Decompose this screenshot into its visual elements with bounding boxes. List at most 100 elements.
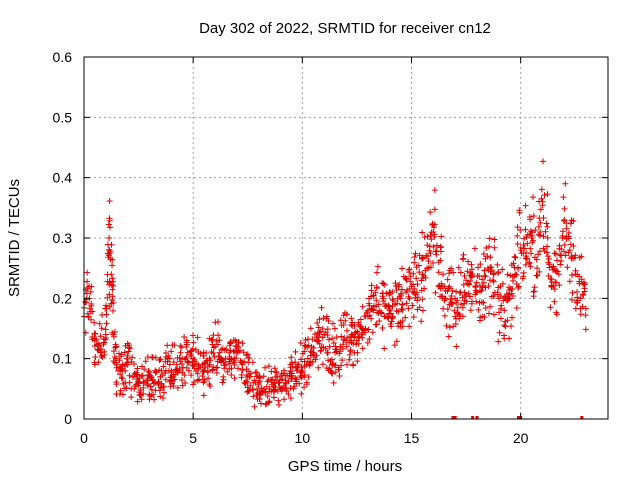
data-point-cloud: [504, 271, 511, 278]
data-point-cloud: [532, 227, 539, 234]
data-point-cloud: [346, 351, 353, 358]
data-point-cloud: [214, 364, 221, 371]
data-point-cloud: [453, 315, 460, 322]
data-point-cloud: [103, 320, 110, 327]
data-point-cloud: [244, 351, 251, 358]
data-point-cloud: [463, 291, 470, 298]
data-point-cloud: [490, 278, 497, 285]
data-point-cloud: [224, 368, 231, 375]
data-point-cloud: [411, 259, 418, 266]
data-point-cloud: [524, 240, 531, 247]
data-point-cloud: [249, 359, 256, 366]
data-point-cloud: [459, 294, 466, 301]
data-point-cloud: [298, 368, 305, 375]
data-point-cloud: [349, 332, 356, 339]
data-point: [561, 216, 568, 223]
baseline-point: [580, 416, 584, 419]
data-point-cloud: [370, 292, 377, 299]
data-point-cloud: [319, 361, 326, 368]
data-point-cloud: [459, 256, 466, 263]
data-point-cloud: [372, 289, 379, 296]
data-point-cloud: [430, 243, 437, 250]
data-point-cloud: [128, 394, 135, 401]
data-point-cloud: [240, 349, 247, 356]
data-point-cloud: [581, 288, 588, 295]
data-point-cloud: [151, 396, 158, 403]
data-point-cloud: [181, 333, 188, 340]
data-point-cloud: [563, 235, 570, 242]
data-point-cloud: [179, 382, 186, 389]
data-point-cloud: [96, 320, 103, 327]
data-point-cloud: [210, 350, 217, 357]
data-point-cloud: [556, 282, 563, 289]
data-point-cloud: [189, 361, 196, 368]
data-point-cloud: [162, 349, 169, 356]
data-point-cloud: [545, 272, 552, 279]
data-point: [304, 355, 311, 362]
data-point: [135, 379, 142, 386]
data-point-cloud: [403, 275, 410, 282]
data-point-cloud: [370, 302, 377, 309]
data-point-cloud: [516, 209, 523, 216]
data-point-cloud: [243, 352, 250, 359]
data-point-cloud: [526, 259, 533, 266]
data-point-cloud: [150, 376, 157, 383]
data-point-cloud: [289, 370, 296, 377]
data-point-cloud: [318, 344, 325, 351]
data-point-cloud: [522, 226, 529, 233]
data-point-cloud: [442, 287, 449, 294]
data-point-cloud: [174, 354, 181, 361]
data-point-cloud: [185, 359, 192, 366]
data-point-cloud: [302, 337, 309, 344]
data-point-cloud: [281, 396, 288, 403]
data-point-cloud: [293, 364, 300, 371]
data-point-cloud: [331, 325, 338, 332]
data-point-cloud: [448, 292, 455, 299]
data-point-cloud: [453, 299, 460, 306]
data-point-cloud: [363, 309, 370, 316]
data-point-cloud: [359, 345, 366, 352]
data-point-cloud: [329, 320, 336, 327]
data-point-cloud: [200, 379, 207, 386]
data-point-cloud: [582, 312, 589, 319]
data-point-cloud: [481, 272, 488, 279]
data-point-cloud: [497, 293, 504, 300]
data-point-cloud: [474, 272, 481, 279]
data-point-cloud: [185, 367, 192, 374]
data-point-cloud: [208, 337, 215, 344]
data-point-cloud: [170, 377, 177, 384]
data-point-cloud: [552, 279, 559, 286]
data-point-cloud: [209, 367, 216, 374]
data-point-cloud: [305, 374, 312, 381]
data-point-cloud: [194, 334, 201, 341]
data-point-cloud: [514, 232, 521, 239]
data-point-cloud: [84, 278, 91, 285]
data-point-cloud: [553, 311, 560, 318]
data-point-cloud: [264, 378, 271, 385]
data-point-cloud: [446, 283, 453, 290]
data-point-cloud: [110, 299, 117, 306]
data-point-cloud: [515, 265, 522, 272]
data-point-cloud: [373, 269, 380, 276]
data-point-cloud: [160, 383, 167, 390]
data-point-cloud: [117, 371, 124, 378]
data-point-cloud: [262, 401, 269, 408]
data-point-cloud: [406, 323, 413, 330]
data-point: [299, 367, 306, 374]
data-point: [506, 295, 513, 302]
data-point-cloud: [374, 263, 381, 270]
data-point-cloud: [431, 221, 438, 228]
data-point-cloud: [487, 254, 494, 261]
data-point-cloud: [506, 335, 513, 342]
data-point: [474, 289, 480, 296]
data-point-cloud: [256, 395, 263, 402]
data-point-cloud: [245, 388, 252, 395]
data-point-cloud: [547, 275, 554, 282]
data-point-cloud: [141, 366, 148, 373]
data-point-cloud: [373, 297, 380, 304]
data-point-cloud: [146, 392, 153, 399]
data-point: [190, 355, 197, 362]
data-point-cloud: [482, 284, 489, 291]
data-point-cloud: [482, 304, 489, 311]
data-point-cloud: [459, 313, 466, 320]
